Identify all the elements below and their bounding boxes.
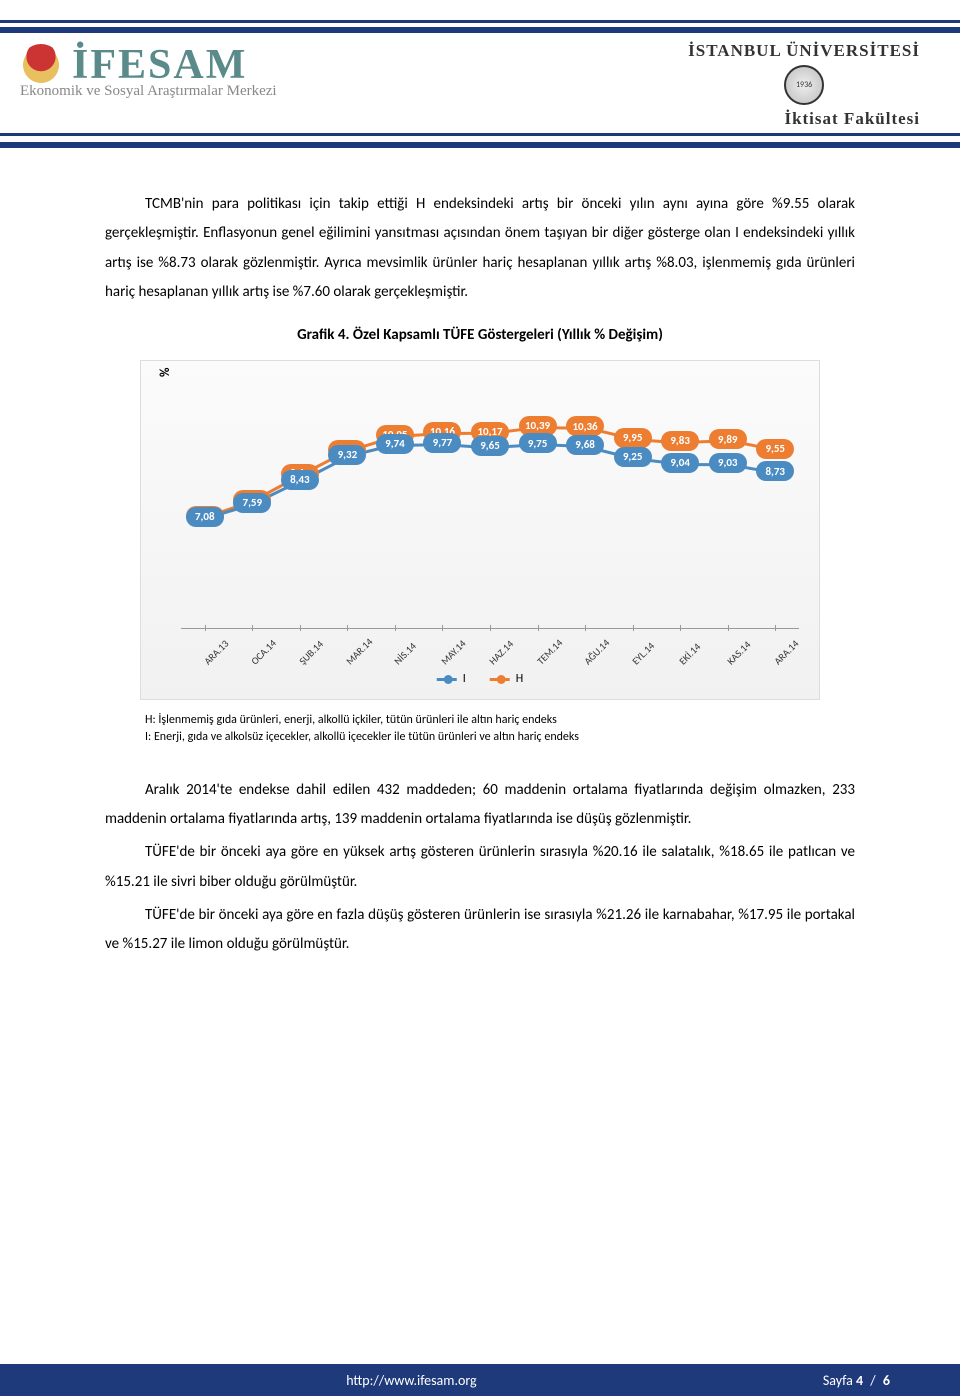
series-h-data-point: 10,36	[566, 416, 604, 436]
series-i-data-point: 7,08	[186, 507, 224, 527]
legend-item-h: H	[490, 668, 523, 691]
x-axis-label: TEM.14	[532, 634, 568, 670]
series-i-data-point: 9,32	[328, 445, 366, 465]
paragraph-3: TÜFE'de bir önceki aya göre en yüksek ar…	[105, 838, 855, 897]
footer-url: http://www.ifesam.org	[0, 1372, 823, 1389]
logo-subtitle: Ekonomik ve Sosyal Araştırmalar Merkezi	[20, 83, 277, 100]
x-tick	[347, 625, 348, 631]
paragraph-4: TÜFE'de bir önceki aya göre en fazla düş…	[105, 901, 855, 960]
logo-block: İFESAM Ekonomik ve Sosyal Araştırmalar M…	[20, 41, 277, 100]
series-h-data-point: 9,95	[614, 428, 652, 448]
x-tick	[538, 625, 539, 631]
x-axis-label: EYL.14	[627, 637, 660, 670]
x-tick	[585, 625, 586, 631]
x-tick	[633, 625, 634, 631]
chart-note-i: I: Enerji, gıda ve alkolsüz içecekler, a…	[145, 729, 855, 746]
series-i-data-point: 9,74	[376, 434, 414, 454]
chart-legend: I H	[437, 668, 524, 691]
faculty-name: İktisat Fakültesi	[688, 109, 920, 129]
series-i-data-point: 8,43	[281, 470, 319, 490]
x-axis-label: ŞUB.14	[294, 635, 328, 669]
header-rule-thin-2	[0, 133, 960, 136]
x-axis-label: HAZ.14	[484, 635, 519, 670]
page-header: İFESAM Ekonomik ve Sosyal Araştırmalar M…	[0, 0, 960, 140]
series-h-data-point: 9,83	[661, 431, 699, 451]
paragraph-1: TCMB'nin para politikası için takip etti…	[105, 190, 855, 307]
series-i-data-point: 9,03	[709, 453, 747, 473]
university-seal-icon: 1936	[784, 65, 824, 105]
x-axis-label: NİS.14	[389, 637, 421, 669]
x-axis-label: MAY.14	[436, 635, 471, 670]
x-axis-label: ARA.14	[769, 635, 804, 670]
legend-swatch-h	[490, 678, 510, 681]
legend-label-h: H	[516, 668, 523, 691]
series-i-data-point: 9,68	[566, 435, 604, 455]
page-content: TCMB'nin para politikası için takip etti…	[0, 140, 960, 959]
x-tick	[252, 625, 253, 631]
x-axis-label: ARA.13	[199, 635, 234, 670]
series-i-data-point: 9,04	[661, 453, 699, 473]
series-i-data-point: 9,75	[519, 433, 557, 453]
legend-swatch-i	[437, 678, 457, 681]
header-rule-bottom	[0, 142, 960, 148]
x-axis-label: OCA.14	[246, 634, 281, 669]
x-axis-label: MAR.14	[341, 633, 378, 670]
x-axis-label: KAS.14	[722, 636, 756, 670]
x-tick	[775, 625, 776, 631]
series-h-data-point: 9,55	[756, 439, 794, 459]
series-h-data-point: 9,89	[709, 429, 747, 449]
legend-label-i: I	[463, 668, 466, 691]
series-i-data-point: 9,65	[471, 436, 509, 456]
chart-plot-area: 7,117,78,639,5210,0510,1610,1710,3910,36…	[181, 381, 799, 629]
chart-container: % 7,117,78,639,5210,0510,1610,1710,3910,…	[140, 360, 820, 700]
page-footer: http://www.ifesam.org Sayfa 4 / 6	[0, 1364, 960, 1396]
footer-page-number: Sayfa 4 / 6	[823, 1372, 890, 1389]
legend-item-i: I	[437, 668, 466, 691]
series-i-data-point: 8,73	[756, 461, 794, 481]
chart-note-h: H: İşlenmemiş gıda ürünleri, enerji, alk…	[145, 712, 855, 729]
x-tick	[442, 625, 443, 631]
x-tick	[490, 625, 491, 631]
x-tick	[300, 625, 301, 631]
ifesam-logo-icon	[20, 44, 62, 86]
series-i-data-point: 9,77	[423, 433, 461, 453]
x-tick	[680, 625, 681, 631]
x-tick	[205, 625, 206, 631]
x-tick	[395, 625, 396, 631]
header-rule-thin	[0, 20, 960, 23]
x-axis-label: AĞU.14	[579, 634, 615, 670]
logo-text: İFESAM	[72, 41, 247, 89]
paragraph-2: Aralık 2014'te endekse dahil edilen 432 …	[105, 776, 855, 835]
y-axis-label: %	[153, 368, 178, 377]
university-block: İSTANBUL ÜNİVERSİTESİ 1936 İktisat Fakül…	[688, 41, 920, 129]
chart-title: Grafik 4. Özel Kapsamlı TÜFE Göstergeler…	[105, 321, 855, 350]
chart-notes: H: İşlenmemiş gıda ürünleri, enerji, alk…	[145, 712, 855, 746]
series-i-data-point: 7,59	[233, 493, 271, 513]
x-axis-label: EKİ.14	[674, 638, 706, 670]
university-name: İSTANBUL ÜNİVERSİTESİ	[688, 41, 920, 61]
x-tick	[728, 625, 729, 631]
series-i-data-point: 9,25	[614, 447, 652, 467]
